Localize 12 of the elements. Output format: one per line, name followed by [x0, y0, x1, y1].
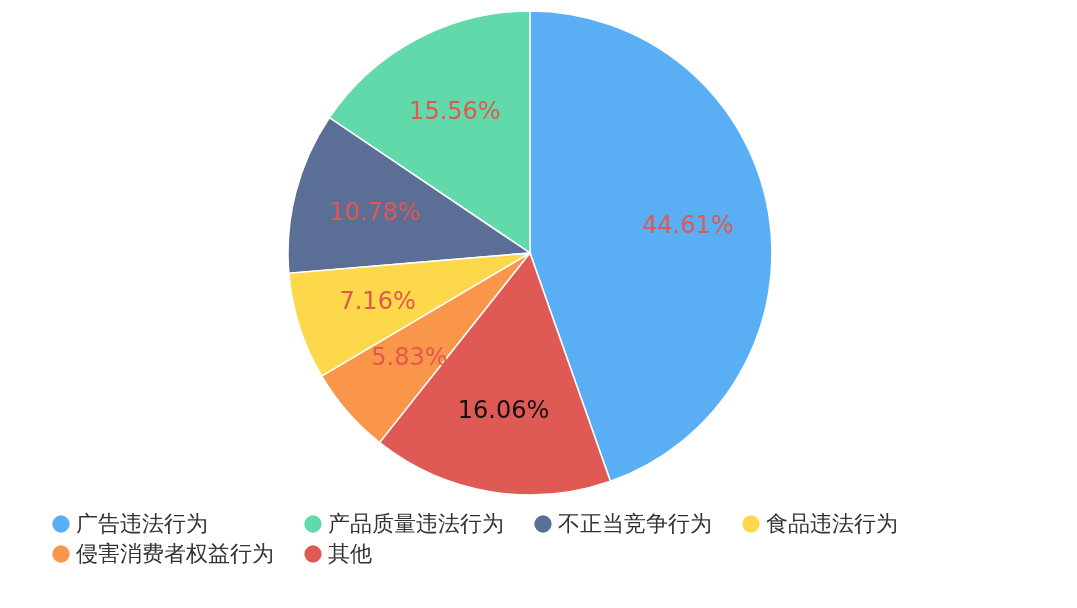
legend-label: 侵害消费者权益行为 — [76, 541, 274, 566]
data-label: 7.16% — [339, 286, 416, 315]
data-label: 5.83% — [371, 343, 448, 372]
data-label: 15.56% — [409, 96, 501, 125]
legend-label: 产品质量违法行为 — [328, 511, 504, 536]
legend-label: 食品违法行为 — [766, 511, 898, 536]
legend-label: 其他 — [328, 541, 372, 566]
data-label: 44.61% — [641, 211, 734, 240]
data-label: 10.78% — [329, 197, 421, 226]
data-label: 16.06% — [457, 395, 550, 424]
legend-label: 广告违法行为 — [76, 511, 208, 536]
legend-label: 不正当竞争行为 — [558, 511, 712, 536]
